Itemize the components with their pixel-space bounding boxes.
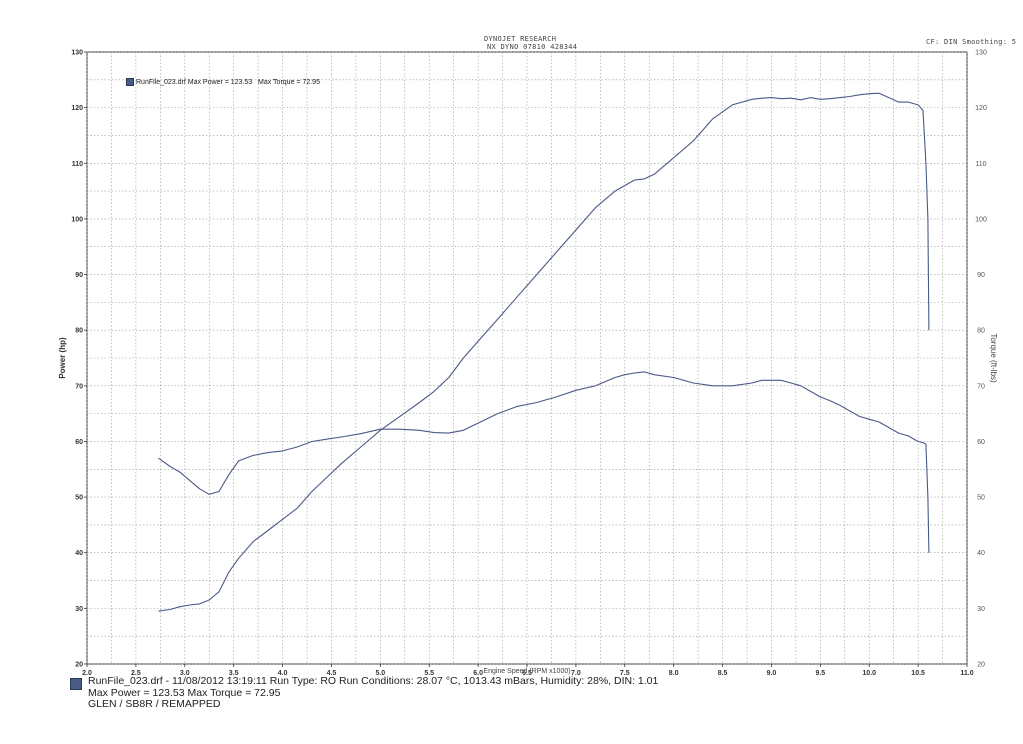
y-tick-label: 40	[75, 550, 83, 557]
x-tick-label: 8.0	[669, 670, 679, 677]
x-tick-label: 9.0	[767, 670, 777, 677]
x-tick-label: 6.5	[522, 670, 532, 677]
y-tick-label: 60	[75, 439, 83, 446]
y-tick-label: 130	[71, 50, 83, 57]
x-tick-label: 4.5	[327, 670, 337, 677]
y2-tick-label: 30	[977, 606, 985, 613]
header-dyno: NX DYNO 07810 428344	[487, 43, 578, 51]
x-tick-label: 5.0	[375, 670, 385, 677]
y-tick-label: 80	[75, 328, 83, 335]
footer-max-line: Max Power = 123.53 Max Torque = 72.95	[88, 686, 281, 699]
y-axis-title: Power (hp)	[58, 337, 67, 379]
x-tick-label: 7.0	[571, 670, 581, 677]
y-tick-label: 20	[75, 662, 83, 669]
x-tick-label: 7.5	[620, 670, 630, 677]
y-tick-label: 120	[71, 105, 83, 112]
y2-tick-label: 40	[977, 550, 985, 557]
chart-legend: RunFile_023.drf Max Power = 123.53 Max T…	[126, 78, 320, 86]
x-tick-label: 4.0	[278, 670, 288, 677]
footer-swatch	[70, 678, 82, 690]
x-tick-label: 8.5	[718, 670, 728, 677]
x-tick-label: 10.0	[862, 670, 876, 677]
y2-tick-label: 120	[975, 105, 987, 112]
y2-tick-label: 50	[977, 495, 985, 502]
x-tick-label: 2.0	[82, 670, 92, 677]
legend-max-power: Max Power = 123.53	[187, 78, 253, 86]
y-tick-label: 110	[72, 161, 83, 168]
y-tick-label: 70	[75, 383, 83, 390]
footer-vehicle-line: GLEN / SB8R / REMAPPED	[88, 698, 221, 710]
y2-tick-label: 130	[975, 50, 987, 57]
legend-swatch	[126, 78, 134, 86]
y2-axis-title: Torque (ft-lbs)	[989, 333, 998, 383]
x-tick-label: 3.0	[180, 670, 190, 677]
x-tick-label: 6.0	[473, 670, 483, 677]
x-tick-label: 5.5	[424, 670, 434, 677]
y2-tick-label: 80	[977, 328, 985, 335]
y2-tick-label: 110	[975, 161, 986, 168]
legend-max-torque: Max Torque = 72.95	[258, 78, 320, 86]
x-tick-label: 2.5	[131, 670, 141, 677]
y2-tick-label: 60	[977, 439, 985, 446]
x-tick-label: 11.0	[960, 670, 973, 677]
header-settings: CF: DIN Smoothing: 5	[926, 38, 1017, 46]
y-tick-label: 30	[75, 606, 83, 613]
header-company: DYNOJET RESEARCH	[484, 35, 557, 43]
legend-run: RunFile_023.drf	[136, 78, 186, 86]
x-tick-label: 10.5	[911, 670, 925, 677]
y2-tick-label: 20	[977, 662, 985, 669]
y-tick-label: 90	[75, 272, 83, 279]
run-info-footer: RunFile_023.drf - 11/08/2012 13:19:11 Ru…	[70, 675, 659, 711]
x-tick-label: 9.5	[815, 670, 825, 677]
y2-tick-label: 70	[977, 383, 985, 390]
y-tick-label: 100	[71, 216, 83, 223]
x-tick-label: 3.5	[229, 670, 239, 677]
power-curve	[158, 92, 930, 612]
y2-tick-label: 100	[975, 216, 987, 223]
x-axis-title: Engine Speed (RPM x1000)	[483, 668, 570, 675]
y-tick-label: 50	[75, 495, 83, 502]
y2-tick-label: 90	[977, 272, 985, 279]
torque-curve	[158, 371, 930, 553]
footer-run-line: RunFile_023.drf - 11/08/2012 13:19:11 Ru…	[88, 675, 659, 687]
